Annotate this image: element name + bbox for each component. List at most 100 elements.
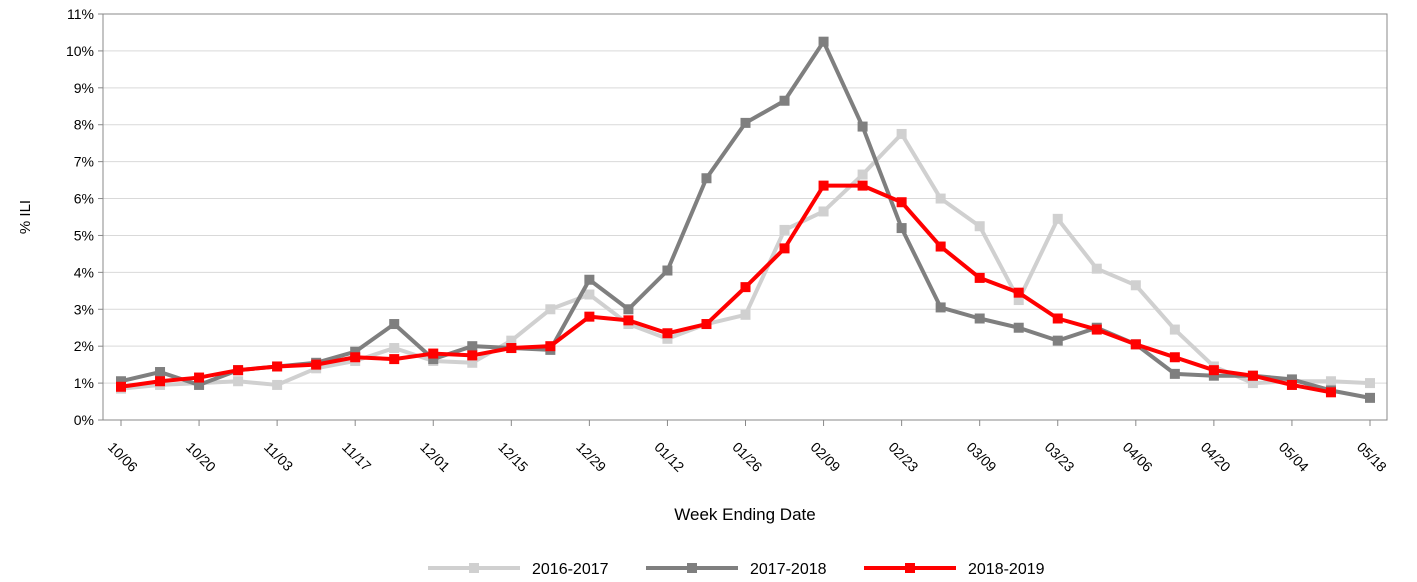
y-tick-label: 4% <box>74 264 94 280</box>
point <box>1052 213 1063 224</box>
legend-marker <box>469 563 479 573</box>
point <box>974 221 985 232</box>
point <box>467 341 478 352</box>
x-tick-label: 03/09 <box>964 439 1000 475</box>
point <box>1286 374 1297 385</box>
point <box>623 304 634 315</box>
point <box>662 333 673 344</box>
point <box>662 328 673 339</box>
point <box>701 173 712 184</box>
point <box>194 379 205 390</box>
point <box>1325 376 1336 387</box>
point <box>1208 365 1219 376</box>
point <box>896 128 907 139</box>
point <box>779 243 790 254</box>
point <box>857 180 868 191</box>
point <box>1365 392 1375 403</box>
point <box>1013 295 1024 306</box>
y-tick-label: 6% <box>74 191 94 207</box>
series-line <box>120 183 1332 395</box>
point <box>155 367 166 378</box>
x-tick-label: 11/03 <box>261 439 297 475</box>
point <box>1247 370 1258 381</box>
point <box>545 304 556 315</box>
y-tick-label: 1% <box>74 375 94 391</box>
point <box>779 95 790 106</box>
legend-marker <box>905 563 915 573</box>
point <box>1325 387 1336 398</box>
point <box>506 335 517 346</box>
x-tick-label: 03/23 <box>1042 439 1078 475</box>
series-line <box>120 39 1371 400</box>
point <box>155 376 166 387</box>
point <box>233 365 244 376</box>
point <box>935 193 946 204</box>
x-tick-label: 05/18 <box>1354 439 1390 475</box>
point <box>389 343 400 354</box>
point <box>584 289 595 300</box>
point <box>1013 287 1024 298</box>
x-tick-label: 11/17 <box>339 439 375 475</box>
point <box>935 302 946 313</box>
point <box>974 272 985 283</box>
y-tick-label: 3% <box>74 301 94 317</box>
legend-label: 2016-2017 <box>532 561 609 578</box>
x-tick-label: 10/06 <box>105 439 141 475</box>
point <box>116 376 126 387</box>
point <box>1169 352 1180 363</box>
y-axis-title: % ILI <box>17 200 34 234</box>
point <box>1091 324 1102 335</box>
point <box>740 117 751 128</box>
x-tick-label: 12/01 <box>417 439 453 475</box>
x-tick-label: 12/29 <box>573 439 609 475</box>
y-tick-label: 11% <box>67 6 94 22</box>
point <box>818 36 829 47</box>
legend-marker <box>687 563 697 573</box>
point <box>1247 378 1258 389</box>
point <box>506 343 517 354</box>
legend-label: 2017-2018 <box>750 561 827 578</box>
x-tick-label: 12/15 <box>495 439 531 475</box>
point <box>662 265 673 276</box>
point <box>1169 324 1180 335</box>
point <box>1169 368 1180 379</box>
y-tick-label: 5% <box>74 227 94 243</box>
x-tick-label: 01/12 <box>651 439 687 475</box>
y-tick-label: 7% <box>74 154 94 170</box>
point <box>272 361 283 372</box>
point <box>1208 370 1219 381</box>
x-axis-title: Week Ending Date <box>674 505 815 524</box>
point <box>1052 313 1063 324</box>
point <box>1130 280 1141 291</box>
y-tick-label: 8% <box>74 117 94 133</box>
point <box>194 372 205 383</box>
point <box>1052 335 1063 346</box>
legend-label: 2018-2019 <box>968 561 1045 578</box>
point <box>857 169 868 180</box>
point <box>389 319 400 330</box>
point <box>584 311 595 322</box>
point <box>935 241 946 252</box>
point <box>1365 378 1375 389</box>
x-tick-label: 02/23 <box>886 439 922 475</box>
x-tick-label: 04/06 <box>1120 439 1156 475</box>
point <box>1286 379 1297 390</box>
point <box>1013 322 1024 333</box>
plot-border <box>102 13 1388 421</box>
point <box>272 379 283 390</box>
point <box>779 224 790 235</box>
point <box>545 341 556 352</box>
point <box>701 319 712 330</box>
point <box>584 274 595 285</box>
point <box>1091 263 1102 274</box>
y-tick-label: 2% <box>74 338 94 354</box>
y-tick-label: 0% <box>74 412 94 428</box>
point <box>740 309 751 320</box>
point <box>896 223 907 234</box>
x-tick-label: 10/20 <box>183 439 219 475</box>
point <box>350 346 361 357</box>
x-tick-label: 04/20 <box>1198 439 1234 475</box>
point <box>389 354 400 365</box>
point <box>1130 339 1141 350</box>
